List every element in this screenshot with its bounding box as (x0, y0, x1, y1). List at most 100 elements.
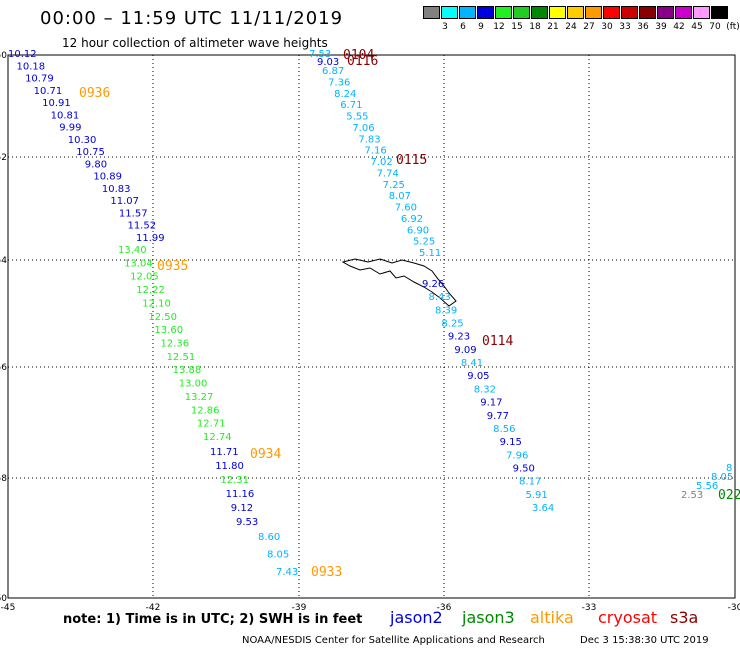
longitude-label: -39 (292, 603, 307, 613)
wave-height-value: 8.05 (267, 550, 289, 561)
scale-label: 45 (691, 22, 703, 32)
wave-height-value: 9.09 (454, 345, 476, 356)
scale-label: 30 (601, 22, 613, 32)
wave-height-value: 13.27 (185, 392, 214, 403)
scale-label: 36 (637, 22, 649, 32)
wave-height-value: 12.50 (148, 312, 177, 323)
scale-label: 6 (460, 22, 466, 32)
scale-label: 39 (655, 22, 667, 32)
wave-height-value: 10.18 (17, 61, 46, 72)
scale-label: 15 (511, 22, 523, 32)
longitude-label: -42 (146, 603, 161, 613)
satellite-legend-cryosat: cryosat (598, 608, 658, 627)
wave-height-value: 8.25 (441, 319, 463, 330)
scale-swatch (495, 6, 512, 19)
wave-height-value: 11.16 (226, 489, 255, 500)
wave-height-value: 6.87 (322, 66, 344, 77)
satellite-legend-jason2: jason2 (390, 608, 443, 627)
wave-height-value: 9.53 (236, 517, 258, 528)
scale-swatch (639, 6, 656, 19)
wave-height-value: 9.23 (448, 332, 470, 343)
wave-height-value: 8.41 (461, 358, 483, 369)
scale-label: 18 (529, 22, 541, 32)
wave-height-value: 8.07 (389, 191, 411, 202)
latitude-label: -56 (0, 363, 7, 373)
scale-label: 9 (478, 22, 484, 32)
pass-time-label: 022 (718, 488, 740, 503)
wave-height-value: 3.64 (532, 503, 554, 514)
wave-height-value: 7.02 (371, 157, 393, 168)
wave-height-value: 5.91 (526, 490, 548, 501)
wave-height-value: 10.30 (68, 135, 97, 146)
scale-swatch (567, 6, 584, 19)
wave-height-value: 5.55 (346, 112, 368, 123)
wave-height-value: 8.56 (493, 424, 515, 435)
wave-height-value: 11.57 (119, 208, 148, 219)
scale-label: 3 (442, 22, 448, 32)
map-title: 00:00 – 11:59 UTC 11/11/2019 (40, 8, 344, 29)
wave-height-value: 7.16 (364, 146, 386, 157)
wave-height-value: 9.05 (467, 371, 489, 382)
credit-text: NOAA/NESDIS Center for Satellite Applica… (242, 635, 545, 646)
wave-height-value: 13.60 (154, 325, 183, 336)
latitude-label: -52 (0, 153, 7, 163)
wave-height-value: 12.31 (220, 475, 249, 486)
wave-height-value: 8.60 (258, 532, 280, 543)
wave-height-value: 6.92 (401, 214, 423, 225)
footer-note: note: 1) Time is in UTC; 2) SWH is in fe… (63, 612, 363, 627)
scale-swatch (585, 6, 602, 19)
wave-height-value: 9.15 (500, 437, 522, 448)
scale-label: 33 (619, 22, 631, 32)
scale-swatch (675, 6, 692, 19)
wave-height-value: 9.99 (59, 123, 81, 134)
scale-label: 12 (493, 22, 505, 32)
wave-height-value: 10.81 (51, 110, 80, 121)
wave-height-value: 9.80 (85, 159, 107, 170)
wave-height-value: 7.53 (309, 49, 331, 60)
wave-height-value: 12.22 (136, 285, 165, 296)
wave-height-value: 9.17 (480, 398, 502, 409)
wave-height-value: 7.06 (352, 123, 374, 134)
scale-label: 24 (565, 22, 577, 32)
wave-height-value: 8.32 (474, 384, 496, 395)
wave-height-value: 13.40 (118, 245, 147, 256)
wave-height-value: 5.25 (413, 237, 435, 248)
wave-height-value: 10.79 (25, 74, 54, 85)
island-outline (341, 258, 457, 307)
scale-label: (ft) (726, 22, 740, 32)
wave-height-value: 11.99 (136, 233, 165, 244)
wave-height-value: 10.12 (8, 49, 37, 60)
wave-height-value: 13.88 (173, 365, 202, 376)
wave-height-value: 7.96 (506, 450, 528, 461)
wave-height-value: 12.74 (203, 432, 232, 443)
wave-height-value: 11.80 (215, 461, 244, 472)
latitude-label: -50 (0, 51, 7, 61)
wave-height-value: 7.83 (358, 134, 380, 145)
wave-height-value: 7.36 (328, 77, 350, 88)
wave-height-value: 5.56 (696, 481, 718, 492)
wave-height-value: 10.71 (34, 86, 63, 97)
wave-height-value: 6.71 (340, 100, 362, 111)
scale-label: 27 (583, 22, 595, 32)
wave-height-value: 10.83 (102, 184, 131, 195)
wave-height-value: 9.12 (231, 503, 253, 514)
scale-swatch (423, 6, 440, 19)
wave-height-value: 12.51 (167, 352, 196, 363)
wave-height-value: 13.04 (124, 258, 153, 269)
wave-height-value: 7.74 (377, 168, 399, 179)
wave-height-value: 12.10 (142, 298, 171, 309)
wave-height-value: 11.71 (210, 447, 239, 458)
scale-swatch (477, 6, 494, 19)
map-frame (7, 54, 736, 599)
wave-height-value: 7.25 (383, 180, 405, 191)
wave-height-value: 12.71 (197, 419, 226, 430)
wave-height-value: 11.07 (110, 196, 139, 207)
wave-height-value: 8 (726, 463, 732, 474)
wave-height-value: 9.77 (487, 411, 509, 422)
longitude-label: -36 (437, 603, 452, 613)
scale-swatch (711, 6, 728, 19)
generated-date: Dec 3 15:38:30 UTC 2019 (580, 635, 709, 646)
wave-height-value: 13.00 (179, 379, 208, 390)
satellite-legend-altika: altika (530, 608, 574, 627)
scale-swatch (549, 6, 566, 19)
